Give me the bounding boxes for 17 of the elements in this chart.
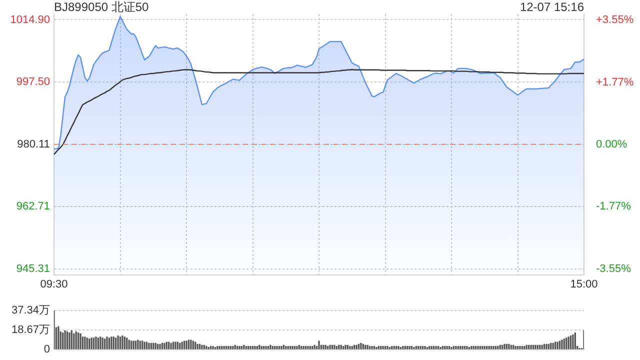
y2-tick-label: -3.55% <box>596 263 632 276</box>
y2-tick-label: +3.55% <box>596 14 634 26</box>
x-tick-label: 15:00 <box>570 278 598 290</box>
y-tick-label: 997.50 <box>16 76 50 88</box>
y-tick-label: 945.31 <box>16 263 50 276</box>
x-tick-label: 09:30 <box>40 278 68 290</box>
chart-title: BJ899050 北证50 <box>54 0 149 14</box>
y2-tick-label: -1.77% <box>596 200 632 213</box>
y-tick-label: 980.11 <box>17 138 50 150</box>
y-tick-label: 37.34万 <box>11 304 50 317</box>
y-tick-label: 0 <box>44 343 50 356</box>
y2-tick-label: 0.00% <box>596 138 628 150</box>
y2-tick-label: +1.77% <box>596 76 634 88</box>
annotation: 12-07 15:16 <box>520 0 584 14</box>
y-tick-label: 1014.90 <box>10 14 50 26</box>
y-tick-label: 962.71 <box>16 200 50 213</box>
y-tick-label: 18.67万 <box>11 324 50 336</box>
